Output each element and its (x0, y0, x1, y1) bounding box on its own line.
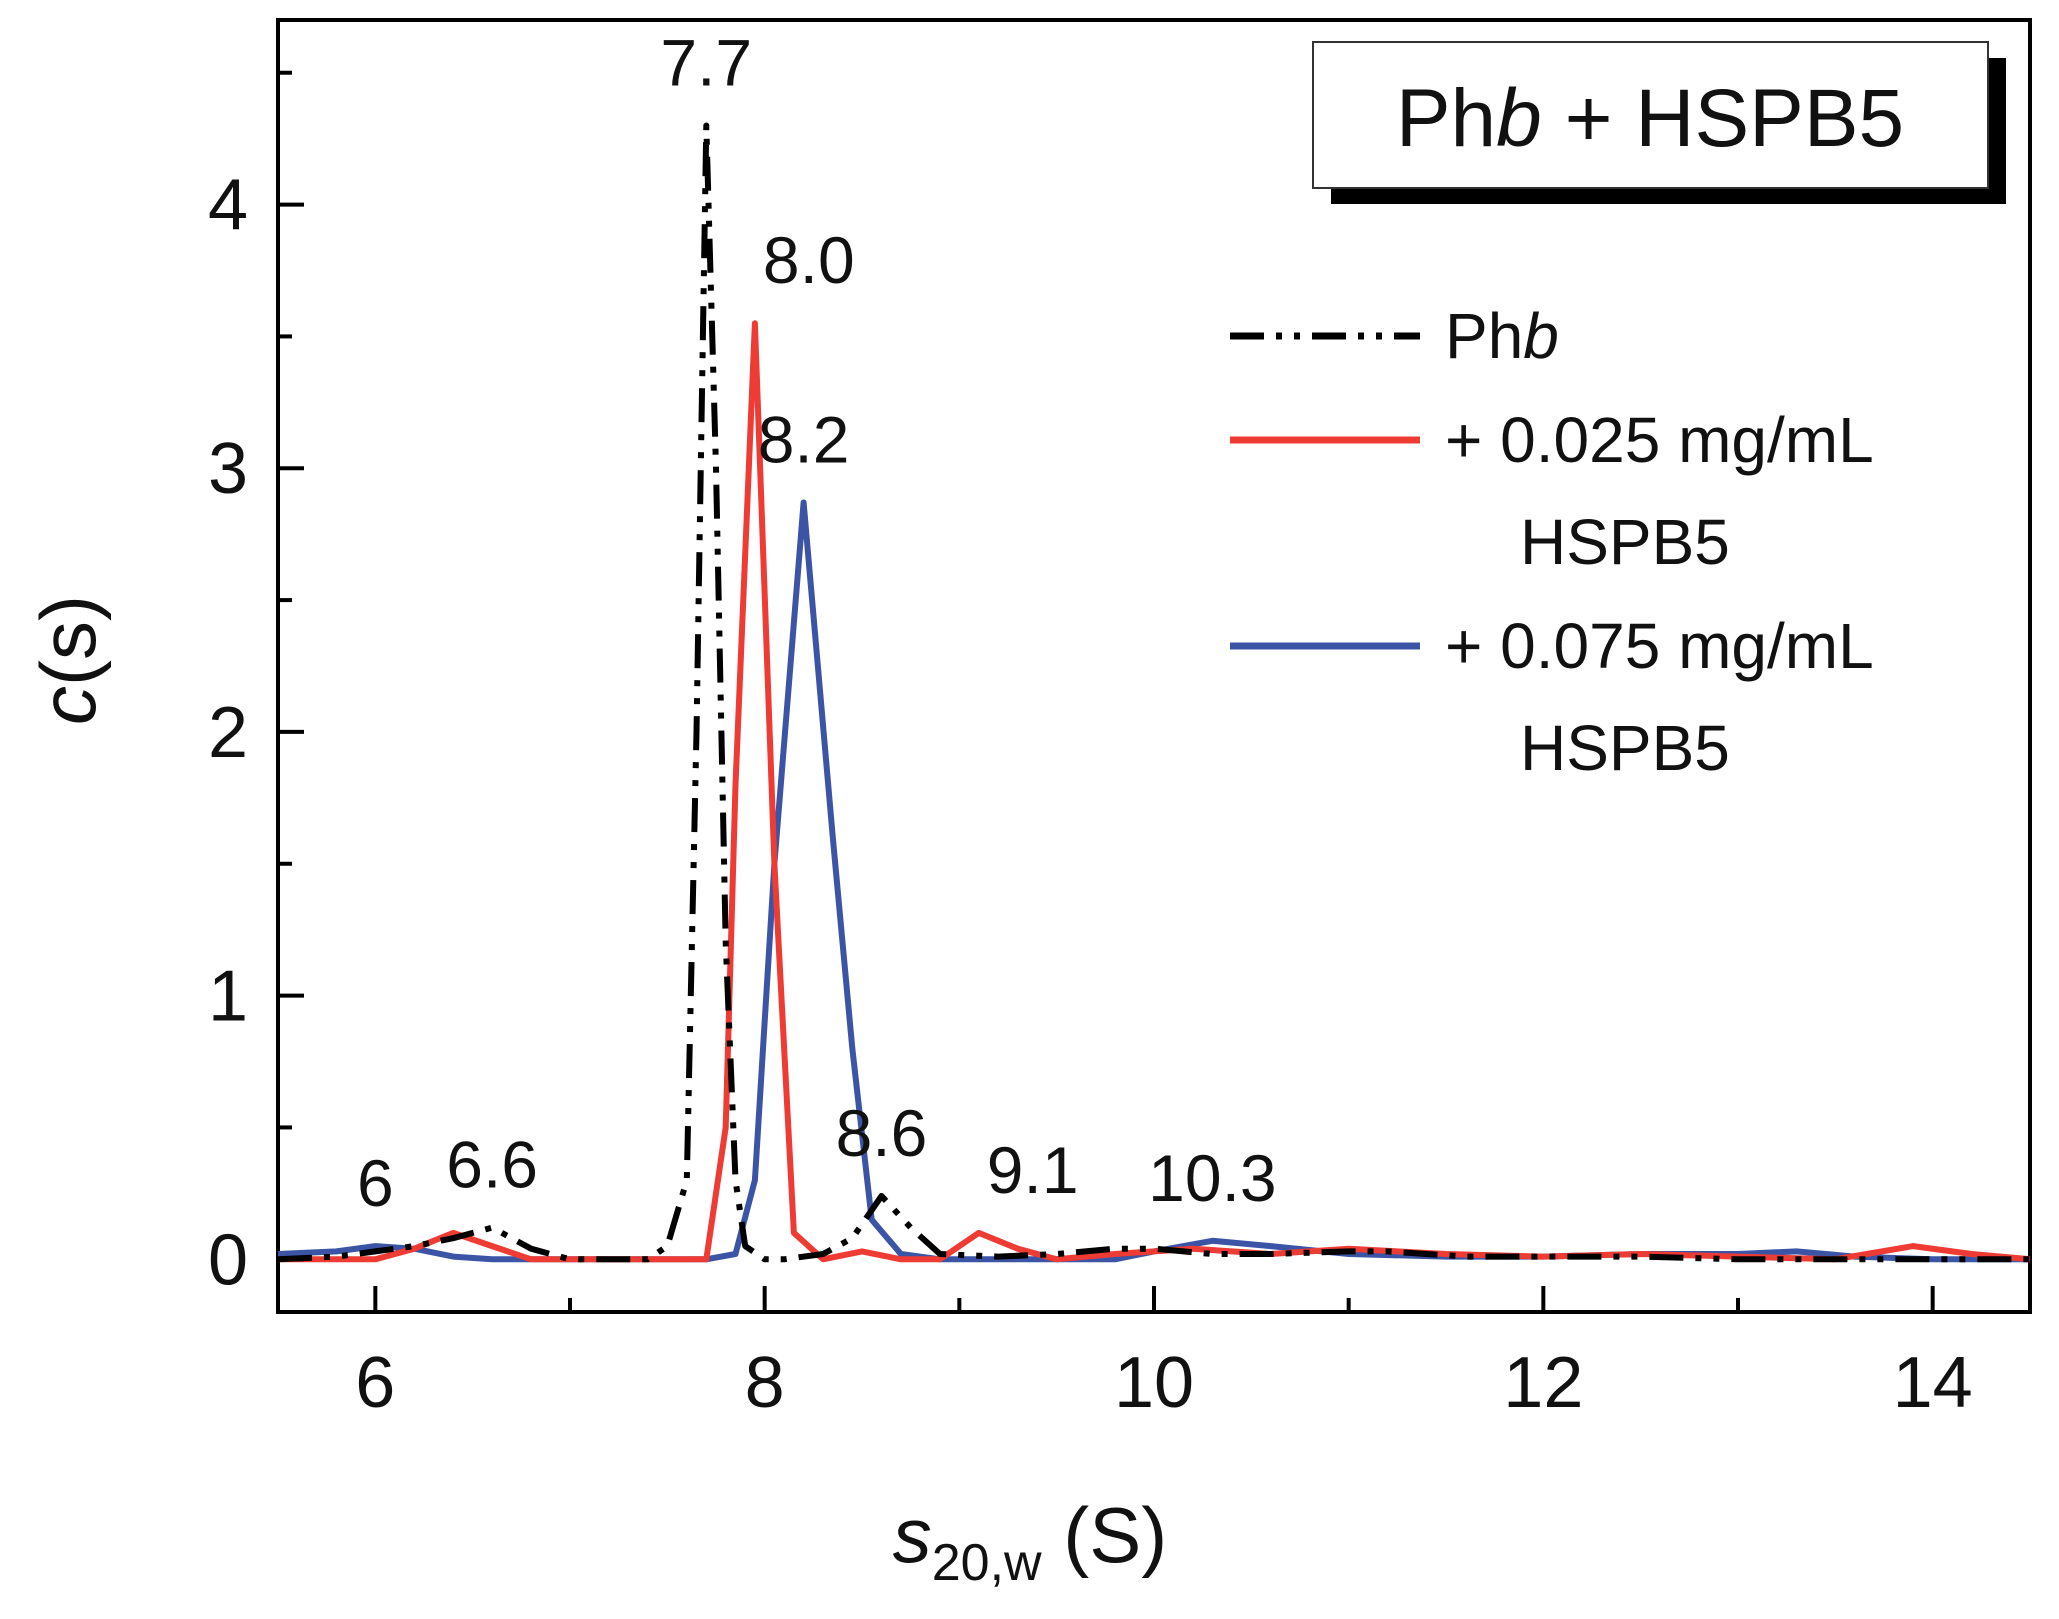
x-tick-label: 12 (1503, 1343, 1583, 1423)
y-tick-label: 2 (208, 693, 248, 773)
y-tick-label: 3 (208, 429, 248, 509)
title-box: Phb + HSPB5 (1312, 41, 2006, 204)
y-tick-label: 4 (208, 166, 248, 246)
annotation-layer: 7.7 8.0 8.2 8.6 6 6.6 9.1 10.3 (357, 25, 1277, 1220)
peak-label: 8.0 (763, 223, 855, 297)
legend-label-0075-line1: + 0.075 mg/mL (1445, 610, 1874, 682)
peak-label: 8.6 (836, 1096, 928, 1170)
y-axis-title: c(s) (24, 595, 112, 725)
y-tick-label: 1 (208, 957, 248, 1037)
x-tick-label: 10 (1114, 1343, 1194, 1423)
y-tick-label: 0 (208, 1220, 248, 1300)
legend-label-phb: Phb (1445, 300, 1559, 372)
chart-title: Phb + HSPB5 (1396, 73, 1904, 164)
legend-label-0025-line1: + 0.025 mg/mL (1445, 404, 1874, 476)
series-line-0 (277, 122, 2030, 1263)
legend-label-0025-line2: HSPB5 (1520, 506, 1730, 578)
peak-label: 10.3 (1148, 1141, 1276, 1215)
x-axis-title: s20,w (S) (893, 1491, 1168, 1592)
x-tick-label: 8 (745, 1343, 785, 1423)
legend-label-0075-line2: HSPB5 (1520, 712, 1730, 784)
x-tick-label: 6 (355, 1343, 395, 1423)
x-tick-label: 14 (1893, 1343, 1973, 1423)
peak-label: 6 (357, 1146, 394, 1220)
legend: Phb + 0.025 mg/mL HSPB5 + 0.075 mg/mL HS… (1230, 300, 1874, 784)
peak-label: 7.7 (660, 25, 752, 99)
peak-label: 8.2 (758, 403, 850, 477)
peak-label: 6.6 (446, 1128, 538, 1202)
peak-label: 9.1 (987, 1133, 1079, 1207)
series-layer (277, 122, 2031, 1263)
title-box-frame (1312, 41, 1989, 189)
